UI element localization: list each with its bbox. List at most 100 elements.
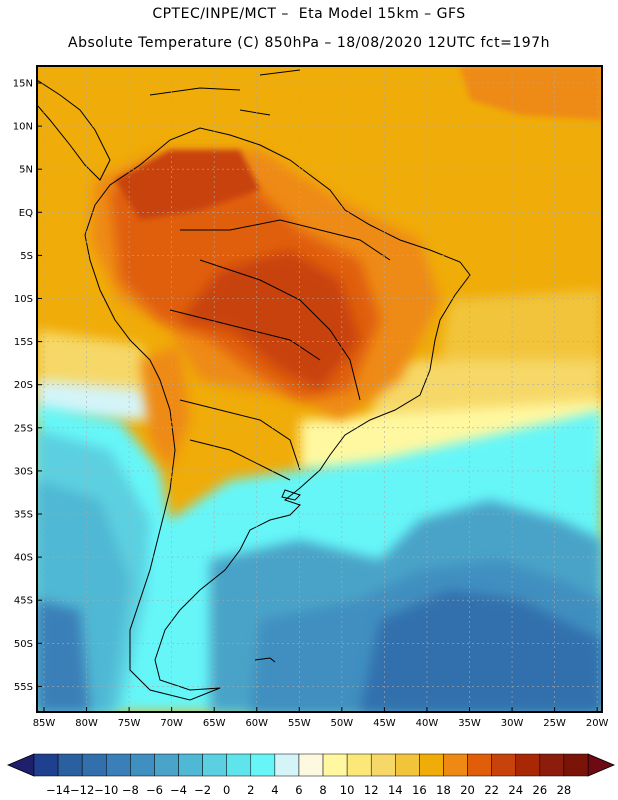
colorbar-swatch <box>130 753 155 777</box>
colorbar-label: 20 <box>460 783 475 797</box>
colorbar-swatch <box>298 753 324 777</box>
colorbar-label: 2 <box>247 783 254 797</box>
colorbar-swatch <box>250 753 276 777</box>
map-title: CPTEC/INPE/MCT – Eta Model 15km – GFS <box>152 6 466 22</box>
lon-label: 60W <box>245 718 268 729</box>
field-caribbean-warm <box>460 66 602 120</box>
colorbar-label: 28 <box>557 783 572 797</box>
colorbar-label: 24 <box>508 783 523 797</box>
field-pacific-pale <box>37 380 165 420</box>
central-america-coast <box>37 79 111 181</box>
lon-label: 35W <box>458 718 481 729</box>
colorbar-label: 14 <box>388 783 403 797</box>
caribbean-islands <box>149 69 301 116</box>
field-north-hot <box>115 150 260 220</box>
colorbar-swatch <box>178 753 203 777</box>
lon-label: 55W <box>288 718 311 729</box>
colorbar-label: 8 <box>319 783 326 797</box>
lon-label: 40W <box>416 718 439 729</box>
lat-label: 30S <box>14 466 33 477</box>
graticule <box>37 66 602 712</box>
colorbar-swatch <box>33 753 59 777</box>
longitude-labels: 85W 80W 75W 70W 65W 60W 55W 50W 45W 40W 35W 30W 25W 2… <box>33 707 609 729</box>
lat-label: 35S <box>14 510 33 521</box>
temperature-field <box>37 66 602 712</box>
colorbar-label: −2 <box>194 783 211 797</box>
lon-label: 75W <box>118 718 141 729</box>
colorbar-label: 18 <box>436 783 451 797</box>
colorbar-label: −6 <box>146 783 163 797</box>
lon-label: 80W <box>75 718 98 729</box>
lat-label: EQ <box>19 208 33 219</box>
lat-label: 45S <box>14 596 33 607</box>
plot-frame <box>36 65 603 713</box>
colorbar-label: 16 <box>412 783 427 797</box>
lat-label: 5S <box>20 251 33 262</box>
colorbar-swatch <box>106 753 131 777</box>
colorbar-swatch <box>370 753 396 777</box>
colorbar-high-arrow <box>587 753 616 777</box>
map-subtitle: Absolute Temperature (C) 850hPa – 18/08/… <box>68 35 550 51</box>
colorbar-label: −12 <box>70 783 94 797</box>
lon-label: 50W <box>331 718 354 729</box>
colorbar-swatch <box>202 753 227 777</box>
colorbar-label: −10 <box>94 783 118 797</box>
field-land-hotter <box>180 250 360 390</box>
colorbar-swatch <box>346 753 372 777</box>
colorbar-swatch <box>395 753 420 777</box>
border-argentina <box>179 399 301 481</box>
colorbar-label: 6 <box>295 783 302 797</box>
lat-label: 5N <box>19 165 33 176</box>
colorbar <box>6 753 616 777</box>
lat-label: 40S <box>14 553 33 564</box>
field-pacific-yellow <box>37 330 165 400</box>
colorbar-label: 26 <box>533 783 548 797</box>
colorbar-swatch <box>154 753 179 777</box>
lat-label: 15S <box>14 337 33 348</box>
lat-label: 10S <box>14 294 33 305</box>
colorbar-swatch <box>443 753 468 777</box>
colorbar-swatch <box>81 753 107 777</box>
colorbar-swatch <box>419 753 444 777</box>
lat-label: 20S <box>14 380 33 391</box>
colorbar-swatch <box>57 753 83 777</box>
colorbar-label: 22 <box>484 783 499 797</box>
colorbar-swatch <box>274 753 300 777</box>
lon-label: 85W <box>33 718 56 729</box>
field-cold-core <box>360 590 602 712</box>
uruguay-lake <box>281 489 301 501</box>
lon-label: 20W <box>586 718 609 729</box>
falklands <box>254 657 276 663</box>
latitude-labels: 15N 10N 5N EQ 5S 10S 15S 20S 25S 30S 35S 40S 45S 50S 5… <box>13 79 42 693</box>
colorbar-label: 4 <box>271 783 278 797</box>
colorbar-swatch <box>226 753 252 777</box>
lat-label: 55S <box>14 682 33 693</box>
colorbar-swatch <box>515 753 541 777</box>
colorbar-label: 0 <box>223 783 230 797</box>
colorbar-label: 10 <box>340 783 355 797</box>
colorbar-swatch <box>539 753 565 777</box>
colorbar-low-arrow <box>6 753 35 777</box>
lon-label: 70W <box>160 718 183 729</box>
field-pacific-blue <box>37 600 90 712</box>
field-andes-band <box>140 345 190 470</box>
colorbar-swatch <box>491 753 516 777</box>
colorbar-label: 12 <box>364 783 379 797</box>
lat-label: 15N <box>13 79 33 90</box>
lat-label: 50S <box>14 639 33 650</box>
colorbar-swatch <box>563 753 589 777</box>
colorbar-label: −14 <box>46 783 70 797</box>
colorbar-labels: −14 −12 −10 −8 −6 −4 −2 0 2 4 6 8 10 12 14 16 18 20 22 24 26… <box>46 783 571 797</box>
lon-label: 45W <box>373 718 396 729</box>
lon-label: 65W <box>203 718 226 729</box>
colorbar-label: −4 <box>170 783 187 797</box>
colorbar-swatch <box>322 753 348 777</box>
lat-label: 25S <box>14 423 33 434</box>
lat-label: 10N <box>13 122 33 133</box>
colorbar-label: −8 <box>122 783 139 797</box>
lon-label: 25W <box>543 718 566 729</box>
colorbar-swatch <box>467 753 492 777</box>
border-brazil <box>169 219 391 401</box>
lon-label: 30W <box>501 718 524 729</box>
